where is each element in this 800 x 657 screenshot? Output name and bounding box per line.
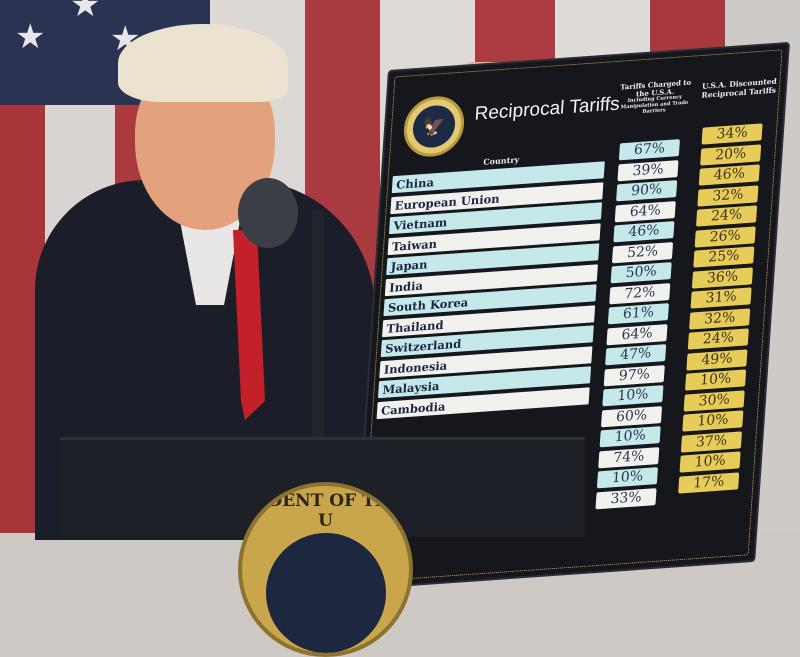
discounted-tariff-cell: 34% (701, 123, 763, 145)
discounted-tariff-cell: 49% (686, 348, 748, 371)
charged-tariff-cell: 64% (606, 323, 668, 345)
board-title: Reciprocal Tariffs (473, 93, 621, 125)
microphone-stand (312, 210, 324, 440)
charged-tariff-cell: 90% (616, 180, 678, 202)
discounted-tariff-cell: 30% (683, 389, 745, 412)
charged-tariff-cell: 10% (599, 426, 661, 448)
discounted-tariff-cell: 32% (697, 184, 759, 207)
discounted-tariff-cell: 26% (694, 225, 756, 248)
charged-tariff-cell: 52% (611, 241, 674, 263)
charged-tariff-cell: 97% (603, 364, 665, 386)
charged-tariff-cell: 72% (609, 282, 671, 304)
podium-seal-text: SIDENT OF THE U (247, 491, 404, 531)
discounted-column-header: U.S.A. Discounted Reciprocal Tariffs (701, 76, 778, 100)
country-column-header: Country (483, 154, 520, 167)
charged-column-header: Tariffs Charged to the U.S.A. Including C… (618, 78, 692, 117)
charged-tariff-cell: 64% (614, 200, 676, 222)
discounted-tariff-cell: 31% (690, 287, 752, 309)
discounted-tariff-cell: 37% (680, 430, 743, 453)
discounted-tariff-cell: 24% (687, 328, 749, 350)
charged-tariff-cell: 46% (613, 221, 675, 243)
discounted-tariff-cell: 17% (678, 471, 740, 494)
discounted-tariff-cell: 46% (698, 164, 760, 186)
charged-tariff-cell: 67% (618, 139, 680, 161)
charged-tariff-cell: 33% (595, 487, 657, 509)
discounted-tariff-cell: 32% (689, 307, 751, 330)
charged-tariff-cell: 10% (596, 467, 658, 489)
discounted-tariff-cell: 10% (685, 369, 747, 391)
microphone (238, 178, 298, 248)
charged-tariff-cell: 61% (607, 303, 669, 325)
star-icon: ★ (15, 17, 46, 57)
charged-tariff-cell: 10% (602, 385, 664, 407)
discounted-tariff-cell: 10% (679, 451, 741, 473)
charged-tariff-cell: 39% (617, 159, 679, 181)
podium-seal: SIDENT OF THE U (238, 482, 413, 657)
discounted-tariff-cell: 36% (691, 266, 754, 289)
discounted-tariff-cell: 10% (682, 410, 744, 432)
charged-column-note: Including Currency Manipulation and Trad… (620, 94, 689, 115)
charged-tariff-cell: 74% (598, 446, 660, 468)
charged-tariff-cell: 50% (610, 262, 672, 284)
star-icon: ★ (70, 0, 101, 25)
charged-tariff-cell: 47% (605, 344, 667, 366)
charged-tariff-cell: 60% (600, 405, 663, 427)
presidential-seal-icon: 🦅 (401, 94, 466, 159)
discounted-tariff-cell: 20% (700, 143, 762, 166)
discounted-tariff-cell: 24% (696, 205, 758, 227)
hair (118, 24, 288, 102)
discounted-tariff-cell: 25% (693, 246, 755, 268)
